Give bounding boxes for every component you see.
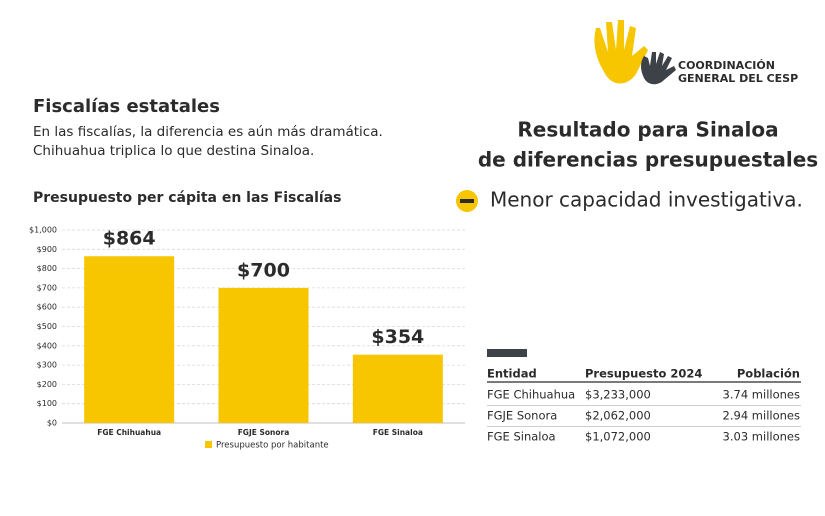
table-cell: 3.03 millones: [723, 430, 800, 444]
table-cell: $2,062,000: [585, 409, 651, 423]
y-tick-label: $500: [37, 322, 57, 331]
value-label: $354: [371, 326, 424, 348]
bar: [352, 354, 443, 423]
result-item: Menor capacidad investigativa.: [490, 188, 803, 212]
section-title: Fiscalías estatales: [33, 96, 220, 117]
y-tick-label: $400: [37, 341, 57, 350]
chart-title: Presupuesto per cápita en las Fiscalías: [33, 190, 341, 206]
table-cell: 2.94 millones: [723, 409, 800, 423]
x-tick-label: FGE Chihuahua: [97, 428, 161, 437]
section-text: Chihuahua triplica lo que destina Sinalo…: [33, 143, 314, 159]
result-title: de diferencias presupuestales: [478, 148, 818, 172]
y-tick-label: $600: [37, 303, 57, 312]
legend-swatch: [205, 441, 212, 448]
y-tick-label: $900: [37, 245, 57, 254]
table-cell: FGJE Sonora: [487, 409, 557, 423]
y-tick-label: $800: [37, 264, 57, 273]
section-text: En las fiscalías, la diferencia es aún m…: [33, 124, 383, 140]
table-header: Población: [737, 367, 800, 381]
logo-hand-gray: [641, 52, 676, 85]
table-cell: FGE Chihuahua: [487, 388, 575, 402]
chart: $0 $100 $200 $300 $400 $500 $600 $700 $800 $900 $1…: [29, 226, 465, 451]
y-tick-label: $200: [37, 380, 57, 389]
table-cell: 3.74 millones: [723, 388, 800, 402]
logo-text: COORDINACIÓN: [678, 59, 775, 72]
minus-icon-bar: [460, 199, 474, 203]
table-cell: FGE Sinaloa: [487, 430, 556, 444]
value-label: $700: [237, 259, 290, 281]
legend-label: Presupuesto por habitante: [216, 441, 329, 451]
table-header: Entidad: [487, 367, 537, 381]
logo-hand-yellow: [594, 20, 648, 84]
logo-icon: [594, 20, 676, 85]
table: Entidad Presupuesto 2024 Población FGE Chih…: [487, 367, 801, 444]
result-title: Resultado para Sinaloa: [517, 118, 778, 142]
logo-text: GENERAL DEL CESP: [678, 72, 798, 85]
table-marker: [487, 349, 527, 357]
y-tick-label: $0: [47, 419, 57, 428]
bar: [218, 287, 309, 423]
bar: [84, 256, 175, 423]
table-cell: $1,072,000: [585, 430, 651, 444]
y-tick-label: $300: [37, 361, 57, 370]
y-tick-label: $1,000: [29, 226, 57, 235]
y-tick-label: $100: [37, 399, 57, 408]
x-tick-label: FGE Sinaloa: [373, 428, 423, 437]
y-tick-label: $700: [37, 283, 57, 292]
x-tick-label: FGJE Sonora: [238, 428, 290, 437]
value-label: $864: [103, 228, 156, 250]
table-header: Presupuesto 2024: [585, 367, 702, 381]
table-cell: $3,233,000: [585, 388, 651, 402]
